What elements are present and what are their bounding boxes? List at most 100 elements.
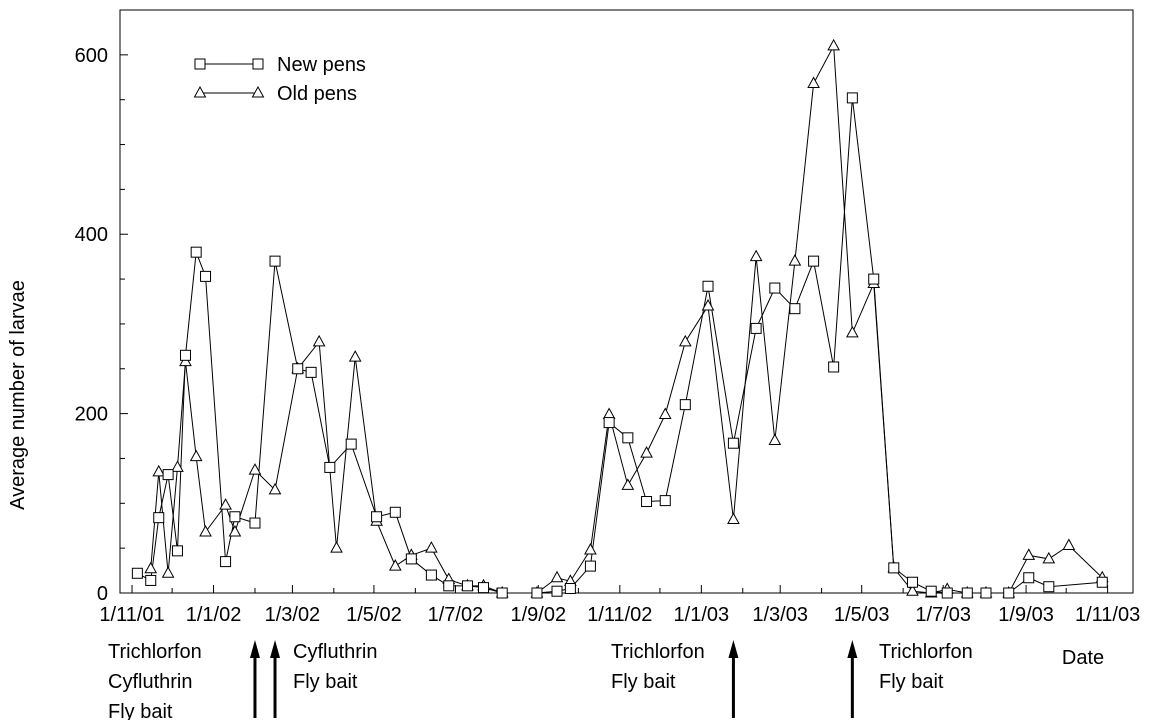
legend-label-new-pens: New pens bbox=[277, 54, 366, 76]
old-pens-point bbox=[199, 524, 212, 537]
new-pens-point bbox=[153, 512, 165, 524]
x-tick-label: 1/11/01 bbox=[99, 604, 164, 626]
old-pens-point bbox=[312, 334, 326, 347]
new-pens-point bbox=[925, 585, 937, 597]
new-pens-point bbox=[305, 366, 317, 378]
new-pens-point bbox=[1023, 572, 1035, 584]
new-pens-point bbox=[443, 580, 455, 592]
new-pens-point bbox=[584, 560, 596, 572]
old-pens-point bbox=[827, 38, 840, 51]
y-tick-label: 200 bbox=[75, 404, 108, 426]
y-axis-title: Average number of larvae bbox=[7, 280, 29, 510]
y-tick-label: 600 bbox=[75, 45, 108, 67]
old-pens-point bbox=[701, 298, 715, 311]
new-pens-point bbox=[641, 496, 653, 508]
old-pens-point bbox=[268, 482, 282, 495]
old-pens-point bbox=[1042, 551, 1056, 564]
x-tick-label: 1/5/02 bbox=[346, 604, 402, 626]
old-pens-point bbox=[348, 350, 362, 362]
y-tick-label: 400 bbox=[75, 224, 108, 246]
old-pens-point bbox=[228, 524, 242, 537]
new-pens-point bbox=[190, 246, 202, 258]
new-pens-point bbox=[888, 562, 900, 574]
new-pens-point bbox=[769, 282, 781, 294]
new-pens-point bbox=[622, 432, 634, 444]
old-pens-line bbox=[150, 44, 1103, 594]
old-pens-point bbox=[1022, 548, 1036, 560]
old-pens-point bbox=[171, 460, 184, 472]
x-tick-label: 1/7/03 bbox=[915, 604, 971, 626]
new-pens-point bbox=[131, 567, 143, 579]
new-pens-point bbox=[220, 556, 232, 568]
new-pens-point bbox=[679, 399, 691, 411]
old-pens-point bbox=[807, 76, 820, 89]
treatment-label: Fly bait bbox=[108, 701, 173, 720]
treatment-label: Cyfluthrin bbox=[293, 641, 377, 663]
new-pens-point bbox=[1003, 587, 1015, 599]
treatment-arrow-head bbox=[728, 640, 739, 658]
new-pens-point bbox=[229, 511, 241, 523]
old-pens-point bbox=[189, 449, 203, 462]
old-pens-point bbox=[1062, 538, 1076, 550]
old-pens-point bbox=[846, 325, 859, 338]
x-tick-label: 1/9/03 bbox=[998, 604, 1054, 626]
new-pens-point bbox=[727, 437, 739, 449]
new-pens-point bbox=[750, 322, 762, 334]
old-pens-point bbox=[388, 559, 402, 571]
new-pens-point bbox=[496, 587, 508, 599]
new-pens-point bbox=[868, 273, 880, 285]
new-pens-point bbox=[389, 506, 401, 518]
x-tick-label: 1/3/03 bbox=[752, 604, 808, 626]
old-pens-point bbox=[152, 464, 166, 477]
treatment-arrow-head bbox=[270, 640, 281, 658]
treatment-label: Trichlorfon bbox=[108, 641, 202, 663]
old-pens-point bbox=[621, 478, 635, 490]
legend-label-old-pens: Old pens bbox=[277, 83, 357, 105]
new-pens-point bbox=[564, 583, 576, 595]
x-tick-label: 1/7/02 bbox=[428, 604, 484, 626]
new-pens-line bbox=[137, 97, 1103, 594]
treatment-label: Trichlorfon bbox=[611, 641, 705, 663]
new-pens-point bbox=[145, 574, 157, 586]
new-pens-point bbox=[1096, 576, 1108, 588]
treatment-label: Fly bait bbox=[293, 671, 358, 693]
new-pens-point bbox=[345, 438, 357, 450]
new-pens-point bbox=[789, 303, 801, 315]
new-pens-point bbox=[179, 349, 191, 361]
treatment-arrow-head bbox=[249, 640, 260, 658]
x-tick-label: 1/1/02 bbox=[186, 604, 242, 626]
old-pens-point bbox=[640, 446, 653, 458]
new-pens-point bbox=[249, 517, 261, 529]
x-axis-title: Date bbox=[1062, 647, 1104, 669]
old-pens-point bbox=[248, 463, 262, 475]
y-axis: 0 200 400 600 bbox=[75, 45, 128, 605]
old-pens-point bbox=[425, 541, 438, 553]
treatment-arrow-head bbox=[847, 640, 858, 658]
x-tick-label: 1/5/03 bbox=[834, 604, 890, 626]
treatment-label: Fly bait bbox=[879, 671, 944, 693]
legend-marker-new-pens bbox=[252, 58, 264, 70]
new-pens-point bbox=[961, 587, 973, 599]
new-pens-point bbox=[603, 417, 615, 429]
new-pens-point bbox=[425, 569, 437, 581]
treatment-label: Cyfluthrin bbox=[108, 671, 192, 693]
old-pens-point bbox=[906, 584, 919, 596]
old-pens-point bbox=[219, 498, 232, 510]
old-pens-point bbox=[161, 566, 175, 578]
new-pens-point bbox=[846, 92, 858, 104]
new-pens-point bbox=[808, 255, 820, 267]
new-pens-point bbox=[980, 587, 992, 599]
new-pens-point bbox=[906, 576, 918, 588]
old-pens-point bbox=[602, 407, 616, 420]
treatment-label: Trichlorfon bbox=[879, 641, 973, 663]
plot-frame bbox=[119, 9, 1134, 594]
new-pens-point bbox=[702, 280, 714, 292]
x-tick-label: 1/9/02 bbox=[510, 604, 566, 626]
new-pens-point bbox=[324, 461, 336, 473]
new-pens-point bbox=[162, 469, 174, 481]
old-pens-point bbox=[727, 512, 740, 524]
old-pens-point bbox=[584, 542, 597, 555]
legend: New pens Old pens bbox=[193, 54, 366, 105]
new-pens-point bbox=[1043, 581, 1055, 593]
